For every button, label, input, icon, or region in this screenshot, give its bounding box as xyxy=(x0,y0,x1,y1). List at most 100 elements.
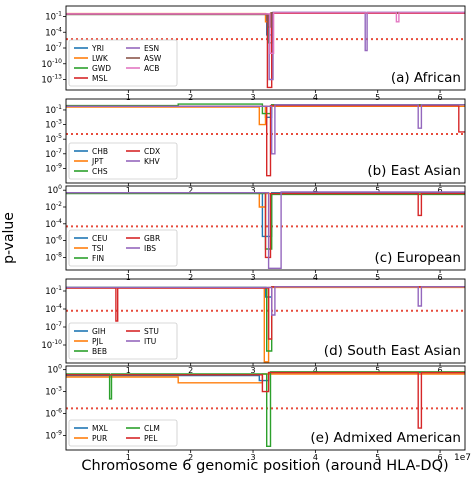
y-tick-label: 10-3 xyxy=(45,119,62,131)
legend-label: CHB xyxy=(92,147,108,156)
x-tick-label: 1 xyxy=(126,93,131,102)
x-tick-label: 6 xyxy=(438,366,443,375)
legend-label: ACB xyxy=(144,64,159,73)
x-tick-label: 3 xyxy=(250,366,255,375)
series-line-khv xyxy=(66,104,465,155)
y-tick-label: 10-7 xyxy=(45,42,62,54)
plot-area xyxy=(66,286,465,363)
y-tick-label: 10-1 xyxy=(45,285,62,297)
x-axis-label: Chromosome 6 genomic position (around HL… xyxy=(81,458,448,474)
series-line-itu xyxy=(66,286,465,316)
plot-area xyxy=(66,371,465,447)
legend-label: CDX xyxy=(144,147,160,156)
y-axis-label: p-value xyxy=(1,212,17,264)
legend-label: GIH xyxy=(92,327,106,336)
x-tick-label: 4 xyxy=(313,453,318,462)
legend-box xyxy=(68,229,178,267)
legend-label: KHV xyxy=(144,157,161,166)
series-line-cdx xyxy=(66,104,465,177)
panel-title: (c) European xyxy=(374,250,461,266)
legend-label: CLM xyxy=(144,424,160,433)
x-tick-label: 4 xyxy=(313,186,318,195)
x-tick-label: 5 xyxy=(375,366,380,375)
y-tick-label: 10-7 xyxy=(45,148,62,160)
x-tick-label: 1 xyxy=(126,273,131,282)
plot-area xyxy=(66,191,465,269)
x-tick-label: 3 xyxy=(250,453,255,462)
x-tick-label: 2 xyxy=(188,93,193,102)
y-tick-label: 10-9 xyxy=(45,162,62,174)
legend-label: JPT xyxy=(91,157,104,166)
legend-box xyxy=(68,39,178,87)
legend-box xyxy=(68,142,178,180)
legend-label: BEB xyxy=(92,347,107,356)
legend-label: STU xyxy=(144,327,159,336)
y-tick-label: 10-10 xyxy=(41,58,62,70)
y-tick-label: 10-10 xyxy=(41,339,62,351)
y-tick-label: 10-5 xyxy=(45,133,62,145)
x-tick-label: 6 xyxy=(438,186,443,195)
axes-frame xyxy=(65,185,466,271)
legend-label: ESN xyxy=(144,44,159,53)
legend-label: CHS xyxy=(92,167,108,176)
legend-label: LWK xyxy=(92,54,109,63)
x-tick-label: 1 xyxy=(126,366,131,375)
x-tick-label: 2 xyxy=(188,273,193,282)
legend-box xyxy=(68,322,178,360)
x-tick-label: 6 xyxy=(438,93,443,102)
x-tick-label: 2 xyxy=(188,366,193,375)
panel-title: (d) South East Asian xyxy=(324,343,461,359)
axes-frame xyxy=(65,98,466,184)
y-tick-label: 10-3 xyxy=(45,386,62,398)
panel-4: 10-1 10-4 10-7 10-10 1 2 3 4 5 6 (d) South East As… xyxy=(41,278,466,375)
legend-label: TSI xyxy=(91,244,104,253)
legend-label: PJL xyxy=(92,337,104,346)
legend-label: PUR xyxy=(92,434,107,443)
legend-label: YRI xyxy=(91,44,104,53)
y-tick-label: 10-4 xyxy=(45,218,62,230)
legend-label: IBS xyxy=(144,244,156,253)
series-line-acb xyxy=(66,12,465,54)
x-tick-label: 4 xyxy=(313,93,318,102)
x-tick-label: 2 xyxy=(188,186,193,195)
legend-label: FIN xyxy=(92,254,104,263)
x-tick-label: 1 xyxy=(126,186,131,195)
legend-label: GBR xyxy=(144,234,160,243)
panel-3: 100 10-2 10-4 10-6 10-8 1 2 3 4 5 6 (c) European CEU… xyxy=(45,184,466,282)
x-tick-label: 4 xyxy=(313,366,318,375)
y-tick-label: 10-4 xyxy=(45,303,62,315)
y-tick-label: 10-8 xyxy=(45,251,62,263)
y-tick-label: 10-13 xyxy=(41,74,62,86)
panel-2: 10-1 10-3 10-5 10-7 10-9 1 2 3 4 5 6 (b) East Asian… xyxy=(45,98,466,195)
y-tick-label: 10-6 xyxy=(45,235,62,247)
plot-area xyxy=(66,103,465,177)
series-line-pur xyxy=(66,373,465,384)
panel-title: (b) East Asian xyxy=(367,163,461,179)
legend-label: ASW xyxy=(144,54,162,63)
x-tick-label: 5 xyxy=(375,453,380,462)
legend-label: PEL xyxy=(144,434,158,443)
series-line-jpt xyxy=(66,105,465,126)
legend-label: MXL xyxy=(92,424,109,433)
y-tick-label: 100 xyxy=(47,364,62,376)
x-tick-label: 5 xyxy=(375,186,380,195)
x-tick-label: 1 xyxy=(126,453,131,462)
x-tick-label: 6 xyxy=(438,453,443,462)
series-line-clm xyxy=(66,371,465,447)
y-tick-label: 10-1 xyxy=(45,104,62,116)
y-tick-label: 10-4 xyxy=(45,26,62,38)
x-tick-label: 5 xyxy=(375,93,380,102)
series-line-gbr xyxy=(66,192,465,259)
x-tick-label: 3 xyxy=(250,273,255,282)
y-tick-label: 100 xyxy=(47,184,62,196)
y-tick-label: 10-7 xyxy=(45,321,62,333)
x-tick-label: 5 xyxy=(375,273,380,282)
legend-box xyxy=(68,419,178,447)
x-offset-label: 1e7 xyxy=(454,453,471,463)
